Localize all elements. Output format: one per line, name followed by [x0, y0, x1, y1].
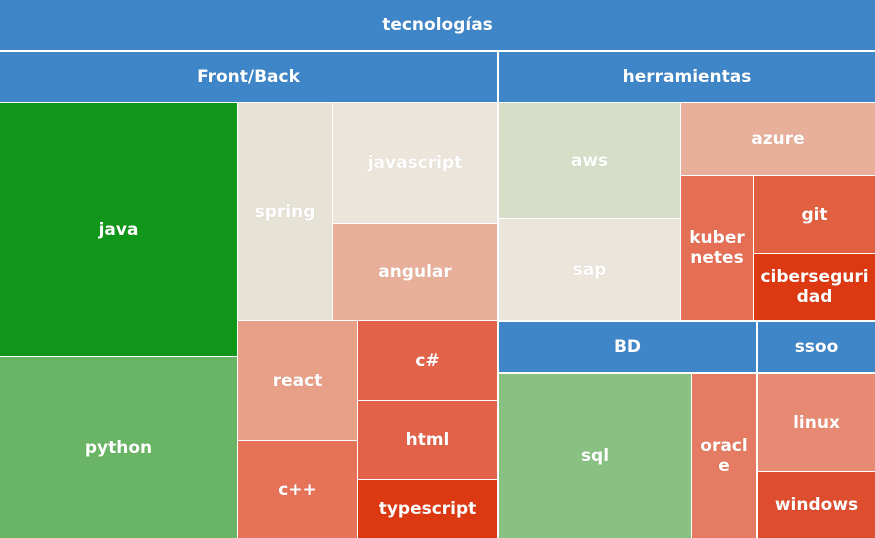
tile: c++ — [238, 441, 357, 538]
tile: git — [754, 176, 875, 253]
tile: html — [358, 401, 497, 479]
tile: react — [238, 321, 357, 440]
tile: kubernetes — [681, 176, 753, 320]
group-header: herramientas — [499, 52, 875, 102]
tile: typescript — [358, 480, 497, 538]
tile: python — [0, 357, 237, 538]
group-header: Front/Back — [0, 52, 497, 102]
tile: angular — [333, 224, 497, 320]
tile: javascript — [333, 103, 497, 223]
tile: linux — [758, 374, 875, 471]
tile: aws — [499, 103, 680, 218]
tile: java — [0, 103, 237, 356]
tile: sql — [499, 374, 691, 538]
tile: azure — [681, 103, 875, 175]
tile: c# — [358, 321, 497, 400]
tile: windows — [758, 472, 875, 538]
tile: oracle — [692, 374, 756, 538]
tile: spring — [238, 103, 332, 320]
subgroup-header: BD — [499, 322, 756, 372]
tile: ciberseguridad — [754, 254, 875, 320]
root-header: tecnologías — [0, 0, 875, 50]
subgroup-header: ssoo — [758, 322, 875, 372]
tile: sap — [499, 219, 680, 320]
